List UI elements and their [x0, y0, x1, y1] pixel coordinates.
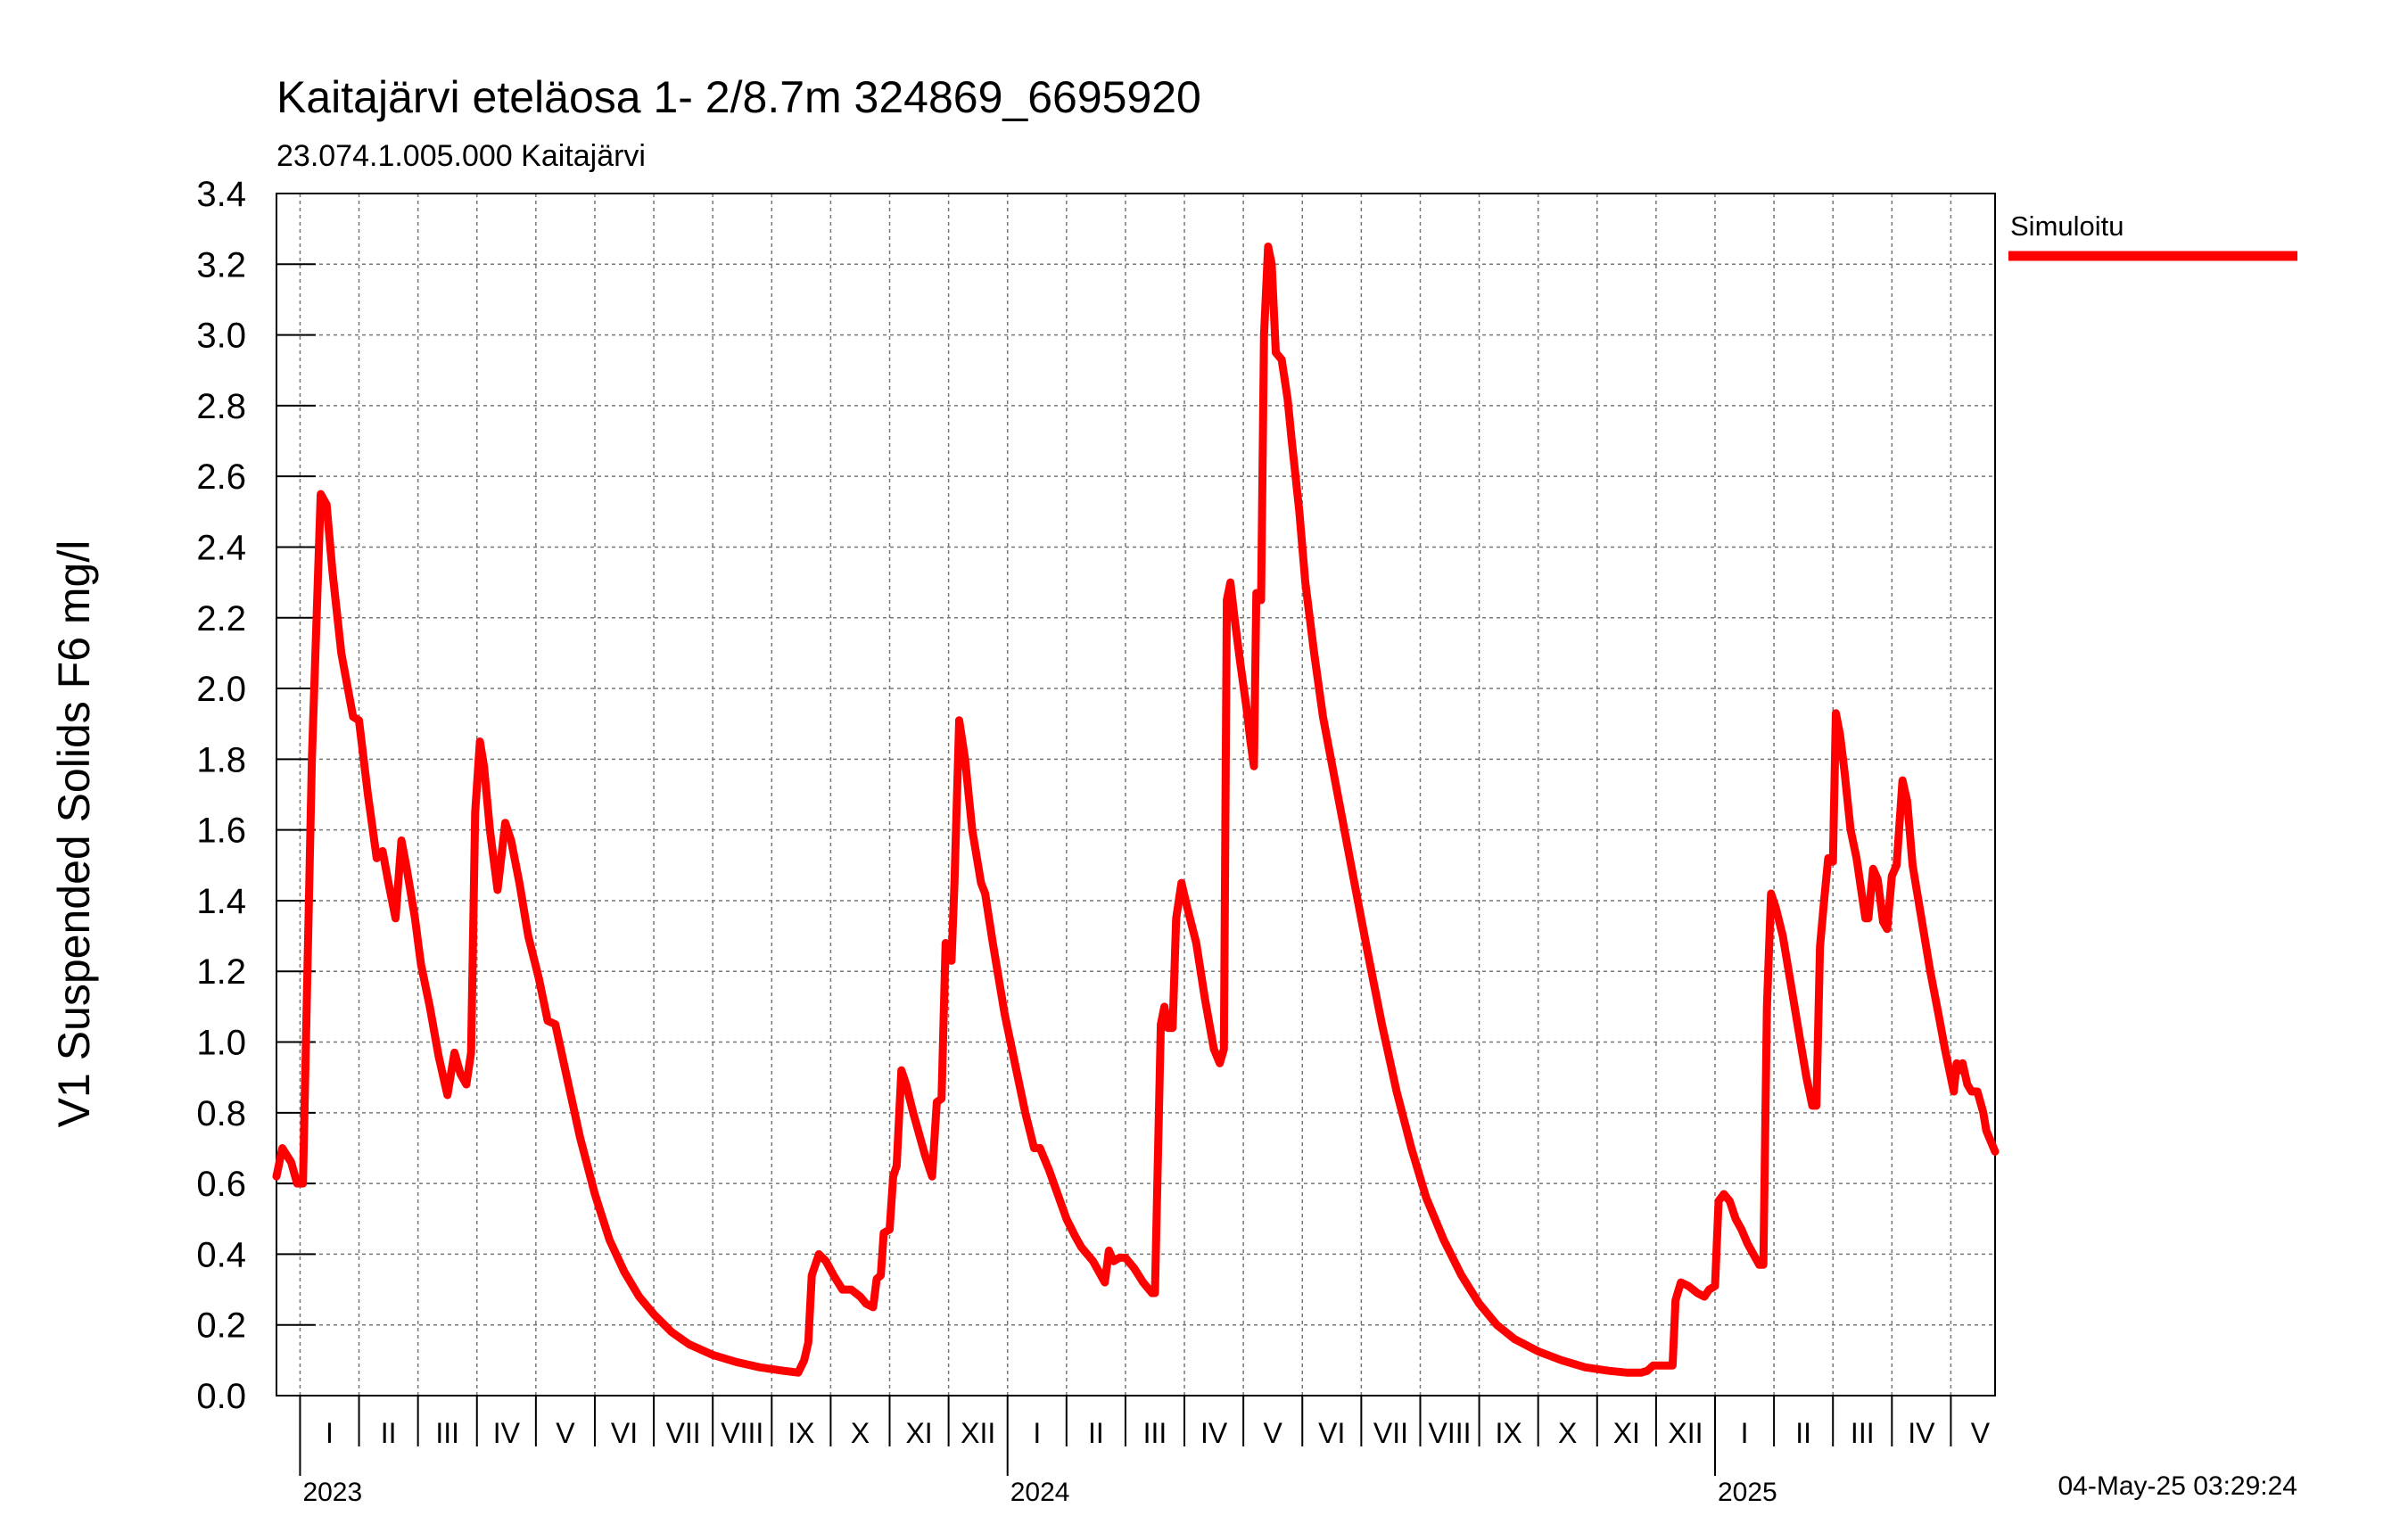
y-tick-label: 0.8: [196, 1094, 246, 1133]
month-label: I: [326, 1417, 334, 1449]
year-label: 2023: [302, 1478, 362, 1507]
month-label: V: [1264, 1417, 1283, 1449]
month-label: XII: [961, 1417, 995, 1449]
y-tick-label: 3.2: [196, 245, 246, 284]
month-label: IV: [1908, 1417, 1935, 1449]
month-label: VI: [611, 1417, 638, 1449]
y-tick-label: 1.0: [196, 1024, 246, 1063]
series-line-simuloitu: [272, 243, 2000, 1377]
month-label: IX: [788, 1417, 814, 1449]
legend-label: Simuloitu: [2010, 210, 2124, 242]
y-tick-label: 0.2: [196, 1306, 246, 1346]
plot-frame: [276, 193, 1996, 1397]
month-label: IV: [1200, 1417, 1228, 1449]
y-tick-label: 3.0: [196, 317, 246, 356]
month-label: XI: [1613, 1417, 1640, 1449]
month-label: III: [1851, 1417, 1875, 1449]
axes: 0.0 0.2 0.4 0.6 0.8 1.0 1.2 1.4 1.6 1.8 2.0 2.2 2.4 2…: [196, 175, 1996, 1507]
y-axis-label: V1 Suspended Solids F6 mg/l: [49, 540, 99, 1128]
chart-title: Kaitajärvi eteläosa 1- 2/8.7m 324869_669…: [276, 72, 1201, 122]
month-label: VIII: [1429, 1417, 1472, 1449]
month-label: X: [851, 1417, 870, 1449]
month-label: XI: [905, 1417, 932, 1449]
y-tick-label: 0.4: [196, 1235, 246, 1274]
month-label: II: [1795, 1417, 1811, 1449]
y-tick-label: 1.6: [196, 812, 246, 851]
y-tick-label: 0.0: [196, 1377, 246, 1416]
month-label: III: [435, 1417, 459, 1449]
y-tick-label: 3.4: [196, 175, 246, 214]
month-label: VI: [1318, 1417, 1345, 1449]
y-tick-label: 2.6: [196, 457, 246, 497]
y-tick-label: 0.6: [196, 1165, 246, 1204]
month-label: VII: [666, 1417, 701, 1449]
month-label: I: [1741, 1417, 1749, 1449]
chart-subtitle: 23.074.1.005.000 Kaitajärvi: [276, 139, 646, 173]
y-tick-label: 2.2: [196, 599, 246, 639]
y-tick-label: 2.0: [196, 670, 246, 709]
month-label: VIII: [721, 1417, 763, 1449]
year-label: 2025: [1718, 1478, 1777, 1507]
y-tick-label: 2.8: [196, 387, 246, 426]
month-label: III: [1143, 1417, 1167, 1449]
series-layer: [272, 243, 2000, 1377]
month-label: V: [556, 1417, 575, 1449]
month-label: IV: [493, 1417, 521, 1449]
month-label: II: [1088, 1417, 1104, 1449]
month-label: X: [1558, 1417, 1577, 1449]
y-tick-label: 1.8: [196, 740, 246, 779]
y-tick-label: 1.4: [196, 882, 246, 921]
month-label: XII: [1668, 1417, 1703, 1449]
month-label: IX: [1496, 1417, 1522, 1449]
month-label: II: [381, 1417, 397, 1449]
month-label: VII: [1373, 1417, 1408, 1449]
timestamp: 04-May-25 03:29:24: [2058, 1471, 2297, 1501]
legend: Simuloitu: [2008, 210, 2297, 261]
y-tick-label: 1.2: [196, 952, 246, 992]
month-label: V: [1971, 1417, 1991, 1449]
month-label: I: [1033, 1417, 1041, 1449]
y-tick-label: 2.4: [196, 528, 246, 567]
year-label: 2024: [1010, 1478, 1070, 1507]
